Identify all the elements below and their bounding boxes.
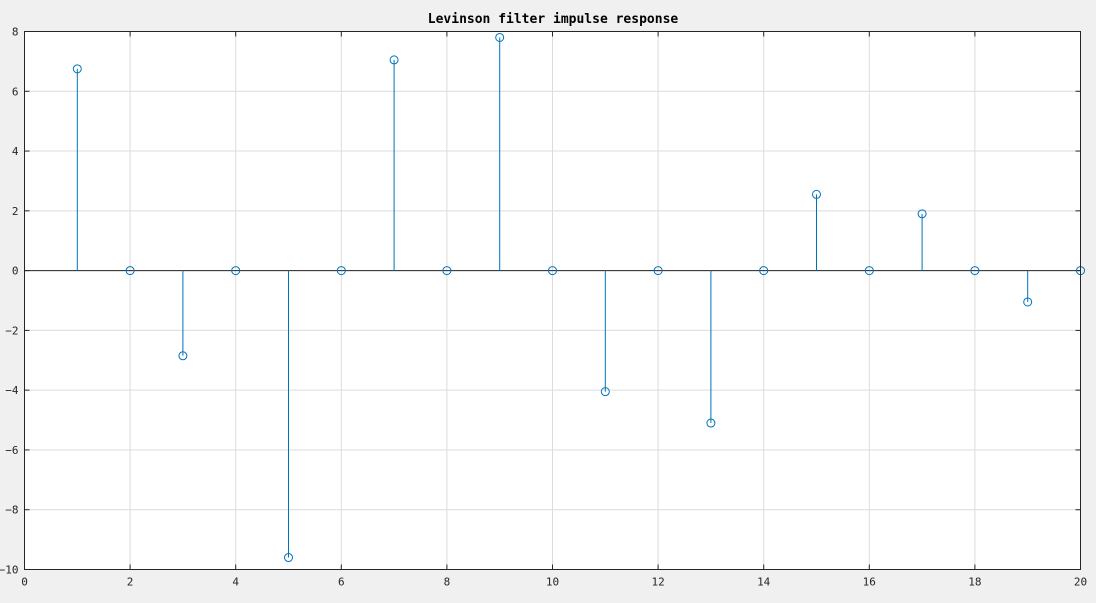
stem-marker — [442, 266, 452, 276]
x-tick-label: 18 — [968, 576, 981, 589]
x-tick-label: 20 — [1074, 576, 1087, 589]
stem-marker — [72, 64, 82, 74]
x-tick-label: 0 — [21, 576, 28, 589]
chart-title: Levinson filter impulse response — [428, 12, 679, 27]
x-tick-label: 8 — [444, 576, 451, 589]
stem-marker — [600, 387, 610, 397]
stem-marker — [917, 209, 927, 219]
y-tick-label: −10 — [0, 564, 19, 577]
x-tick-label: 6 — [338, 576, 345, 589]
x-tick-label: 14 — [757, 576, 771, 589]
y-tick-label: −8 — [5, 504, 18, 517]
y-tick-label: 8 — [12, 26, 19, 39]
stem-marker — [284, 553, 293, 563]
x-tick-label: 4 — [232, 576, 239, 589]
stem-marker — [706, 418, 716, 428]
plot-frame — [24, 31, 1081, 570]
stem-marker — [178, 351, 188, 361]
y-tick-label: 2 — [12, 205, 19, 218]
x-tick-label: 16 — [863, 576, 876, 589]
y-tick-label: −4 — [5, 384, 19, 397]
y-tick-label: 6 — [12, 85, 19, 98]
x-tick-label: 12 — [651, 576, 664, 589]
stem-marker — [125, 266, 135, 276]
stem-marker — [231, 266, 241, 276]
stem-marker — [548, 266, 557, 276]
y-tick-label: −2 — [5, 324, 18, 337]
stem-marker — [336, 266, 346, 276]
y-tick-label: 0 — [12, 265, 19, 278]
y-tick-label: 4 — [12, 145, 19, 158]
stem-series — [72, 32, 1085, 563]
stem-marker — [970, 266, 980, 276]
stem-marker — [759, 266, 769, 276]
stem-marker — [495, 32, 505, 42]
stem-marker — [1023, 297, 1033, 307]
stem-marker — [389, 55, 399, 65]
y-tick-label: −6 — [5, 444, 18, 457]
stem-marker — [864, 266, 874, 276]
x-tick-label: 2 — [127, 576, 134, 589]
stem-marker — [812, 189, 821, 199]
stem-marker — [653, 266, 663, 276]
x-tick-label: 10 — [546, 576, 559, 589]
